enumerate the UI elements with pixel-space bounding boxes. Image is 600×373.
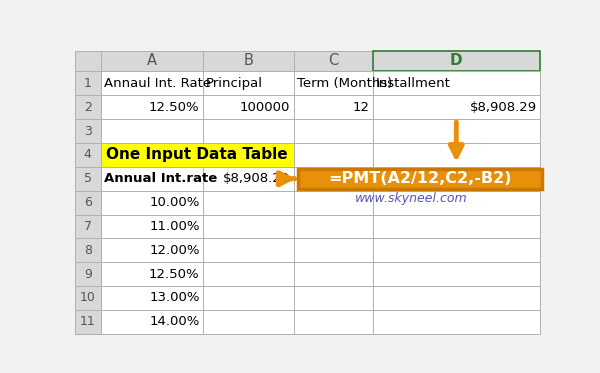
Bar bbox=[373, 310, 540, 334]
Bar bbox=[293, 167, 373, 191]
Bar bbox=[101, 310, 203, 334]
Bar bbox=[203, 191, 293, 214]
Bar bbox=[75, 72, 101, 95]
Bar bbox=[101, 167, 203, 191]
Text: 11.00%: 11.00% bbox=[149, 220, 200, 233]
Bar bbox=[203, 95, 293, 119]
Text: Installment: Installment bbox=[376, 77, 451, 90]
Text: 14.00%: 14.00% bbox=[149, 315, 200, 328]
Text: 1: 1 bbox=[84, 77, 92, 90]
Bar bbox=[203, 167, 293, 191]
Bar bbox=[293, 95, 373, 119]
Text: 10.00%: 10.00% bbox=[149, 196, 200, 209]
Bar bbox=[293, 214, 373, 238]
Bar bbox=[75, 238, 101, 262]
Bar bbox=[75, 286, 101, 310]
Text: 12.50%: 12.50% bbox=[149, 101, 200, 114]
Bar bbox=[293, 286, 373, 310]
Bar bbox=[101, 119, 203, 143]
Text: 12.50%: 12.50% bbox=[149, 267, 200, 280]
Text: 13.00%: 13.00% bbox=[149, 291, 200, 304]
Text: 8: 8 bbox=[84, 244, 92, 257]
Bar bbox=[203, 119, 293, 143]
Bar bbox=[293, 72, 373, 95]
Text: 12: 12 bbox=[352, 101, 370, 114]
Bar bbox=[203, 214, 293, 238]
Bar bbox=[293, 143, 373, 167]
Text: =PMT(A2/12,C2,-B2): =PMT(A2/12,C2,-B2) bbox=[329, 171, 512, 186]
Text: 5: 5 bbox=[84, 172, 92, 185]
Bar bbox=[373, 262, 540, 286]
Bar bbox=[203, 310, 293, 334]
Text: Annaul Int. Rate: Annaul Int. Rate bbox=[104, 77, 211, 90]
Bar bbox=[373, 50, 540, 72]
Text: $8,908.29: $8,908.29 bbox=[223, 172, 290, 185]
Bar bbox=[373, 119, 540, 143]
Bar bbox=[373, 95, 540, 119]
Text: www.skyneel.com: www.skyneel.com bbox=[355, 192, 467, 206]
Text: D: D bbox=[450, 53, 463, 69]
Bar bbox=[75, 143, 101, 167]
Text: C: C bbox=[328, 53, 338, 69]
Bar bbox=[101, 214, 203, 238]
Text: Principal: Principal bbox=[206, 77, 263, 90]
Bar bbox=[101, 95, 203, 119]
Text: 4: 4 bbox=[84, 148, 92, 162]
Text: A: A bbox=[147, 53, 157, 69]
Bar bbox=[101, 72, 203, 95]
Bar bbox=[75, 214, 101, 238]
Text: 100000: 100000 bbox=[240, 101, 290, 114]
Bar bbox=[373, 191, 540, 214]
Bar bbox=[293, 238, 373, 262]
Bar bbox=[203, 286, 293, 310]
Bar bbox=[373, 72, 540, 95]
FancyBboxPatch shape bbox=[298, 169, 542, 189]
Bar bbox=[101, 143, 293, 167]
Bar bbox=[75, 95, 101, 119]
Bar bbox=[101, 50, 203, 72]
Text: 12.00%: 12.00% bbox=[149, 244, 200, 257]
Text: 9: 9 bbox=[84, 267, 92, 280]
Bar bbox=[293, 262, 373, 286]
Text: 3: 3 bbox=[84, 125, 92, 138]
Bar bbox=[75, 262, 101, 286]
Bar bbox=[203, 238, 293, 262]
Bar bbox=[101, 262, 203, 286]
Bar bbox=[101, 238, 203, 262]
Bar bbox=[373, 167, 540, 191]
Bar bbox=[293, 50, 373, 72]
Text: Annual Int.rate: Annual Int.rate bbox=[104, 172, 217, 185]
Bar bbox=[75, 119, 101, 143]
Text: B: B bbox=[243, 53, 253, 69]
Text: $8,908.29: $8,908.29 bbox=[470, 101, 537, 114]
Text: 10: 10 bbox=[80, 291, 96, 304]
Text: 7: 7 bbox=[84, 220, 92, 233]
Text: 2: 2 bbox=[84, 101, 92, 114]
Bar bbox=[203, 50, 293, 72]
Bar bbox=[75, 191, 101, 214]
Text: Term (Months): Term (Months) bbox=[297, 77, 392, 90]
Bar bbox=[203, 262, 293, 286]
Text: 6: 6 bbox=[84, 196, 92, 209]
Bar bbox=[75, 167, 101, 191]
Text: 11: 11 bbox=[80, 315, 95, 328]
Bar bbox=[293, 310, 373, 334]
Bar bbox=[293, 191, 373, 214]
Bar bbox=[373, 214, 540, 238]
Bar bbox=[101, 286, 203, 310]
Bar bbox=[373, 286, 540, 310]
Bar bbox=[75, 310, 101, 334]
Bar bbox=[373, 143, 540, 167]
Bar bbox=[293, 119, 373, 143]
Bar bbox=[75, 50, 101, 72]
Bar bbox=[203, 72, 293, 95]
Text: One Input Data Table: One Input Data Table bbox=[106, 147, 288, 162]
Bar bbox=[373, 238, 540, 262]
Bar bbox=[101, 191, 203, 214]
